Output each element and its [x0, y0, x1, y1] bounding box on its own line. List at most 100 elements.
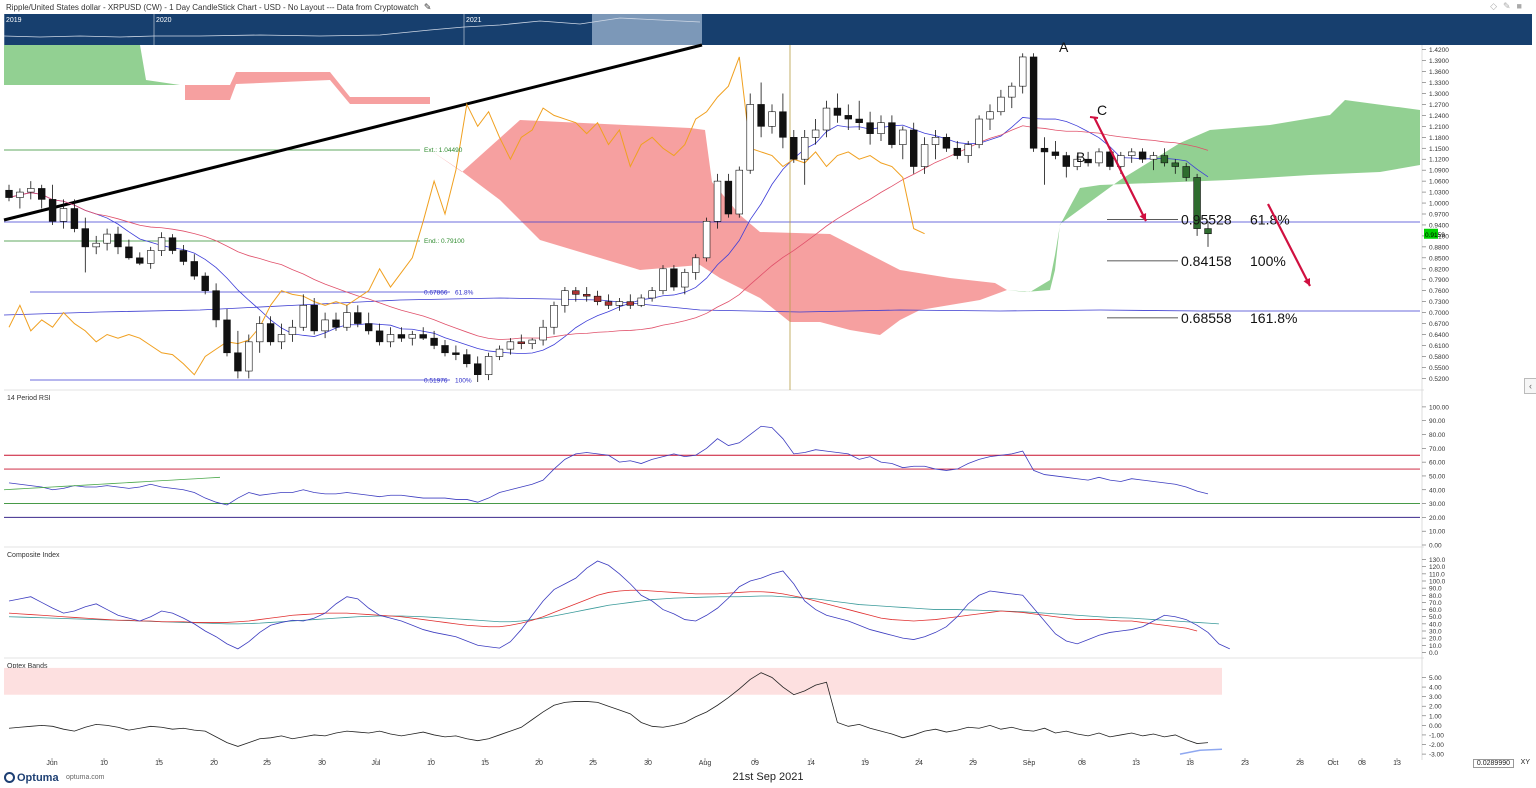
price-axis-label: 0.8200: [1429, 266, 1449, 273]
candlestick-series: [5, 53, 1212, 382]
time-axis-label: 13: [1132, 760, 1140, 767]
composite-panel-title: Composite Index: [7, 552, 60, 559]
axis-label: 50.0: [1429, 614, 1442, 621]
candle-body: [582, 294, 591, 297]
axis-label: 20.0: [1429, 636, 1442, 643]
candle-body: [637, 297, 645, 306]
price-axis-label: 0.5500: [1429, 365, 1449, 372]
candle-body: [713, 180, 722, 222]
candle-body: [430, 337, 438, 346]
trend-line[interactable]: [3, 43, 703, 222]
axis-label: 3.00: [1429, 694, 1442, 701]
time-axis-label: 14: [807, 760, 815, 767]
indicator-lines: [8, 56, 1209, 376]
candle-body: [234, 352, 242, 372]
candle-body: [59, 208, 68, 222]
axis-label: 80.00: [1429, 432, 1446, 439]
axis-label: 0.0: [1429, 650, 1438, 657]
price-axis-label: 0.6100: [1429, 343, 1449, 350]
axis-label: 0.00: [1429, 723, 1442, 730]
time-axis-label: Jun: [46, 760, 57, 767]
pencil-icon[interactable]: ✎: [423, 2, 432, 12]
candle-body: [5, 189, 13, 198]
wave-label: C: [1097, 102, 1107, 118]
candle-body: [1018, 56, 1027, 87]
overview-selection-window[interactable]: [592, 14, 702, 45]
candle-body: [768, 111, 776, 127]
kijun-line: [8, 125, 1209, 340]
overview-navigator[interactable]: 2019 2020 2021: [3, 14, 702, 45]
candle-body: [539, 326, 547, 341]
horizontal-level-line: [3, 297, 1420, 316]
end-label: End.: 0.79100: [424, 238, 465, 245]
axis-label: 4.00: [1429, 685, 1442, 692]
price-axis-label: 1.0600: [1429, 179, 1449, 186]
optex-band: [4, 667, 1222, 695]
candle-body: [844, 115, 853, 120]
axis-label: 40.00: [1429, 487, 1446, 494]
time-axis-label: 10: [427, 760, 435, 767]
time-axis-label: 13: [1393, 760, 1401, 767]
time-axis-label: 09: [751, 760, 759, 767]
axis-label: 0.00: [1429, 543, 1442, 550]
candle-body: [452, 352, 460, 355]
candle-body: [375, 330, 384, 343]
chart-title-text: Ripple/United States dollar - XRPUSD (CW…: [6, 3, 419, 12]
optuma-logo-icon: [4, 772, 15, 783]
axis-label: 10.00: [1429, 529, 1446, 536]
time-axis-label: Aug: [699, 760, 712, 767]
optex-panel: 5.00 4.00 3.00 2.00 1.00 0.00 -1.00 -2.00 -3.00: [4, 667, 1444, 759]
optex-lower-line: [1179, 748, 1223, 755]
panel-frames: [4, 45, 1424, 760]
forecast-arrow-head: [1303, 278, 1310, 286]
price-axis-label: 1.2100: [1429, 124, 1449, 131]
optex-panel-title: Optex Bands: [7, 663, 48, 670]
price-axis-label: 0.9400: [1429, 222, 1449, 229]
candle-body: [942, 137, 951, 149]
axis-label: 100.00: [1429, 404, 1449, 411]
axis-label: 5.00: [1429, 675, 1442, 682]
candle-body: [27, 188, 35, 193]
xy-toggle-button[interactable]: XY: [1520, 759, 1530, 766]
candle-body: [964, 144, 972, 156]
candle-body: [790, 137, 798, 160]
candle-body: [855, 118, 863, 123]
ext-label: Ext.: 1.04490: [424, 147, 463, 154]
time-axis: Jun 10 15 20 25 30 Jul 10 15 20 25 30 Aug 09 14 19 24 29 S…: [46, 758, 1401, 767]
chart-date: 21st Sep 2021: [732, 771, 804, 783]
candle-body: [1029, 56, 1038, 149]
window-controls[interactable]: ◇✎■: [1490, 1, 1528, 11]
axis-label: 1.00: [1429, 713, 1442, 720]
candle-body: [975, 118, 983, 145]
time-axis-label: 10: [100, 760, 108, 767]
price-axis-label: 0.9700: [1429, 212, 1449, 219]
price-axis-label: 1.3600: [1429, 69, 1449, 76]
price-axis-label: 1.0900: [1429, 168, 1449, 175]
candle-body: [179, 250, 188, 262]
fib-level-percent: 100%: [1250, 253, 1286, 269]
candle-body: [136, 257, 144, 264]
composite-line: [8, 560, 1230, 650]
price-axis-label: 1.3300: [1429, 80, 1449, 87]
optex-line: [8, 672, 1209, 747]
rsi-panel: 100.00 90.00 80.00 70.00 60.00 50.00 40.00 30.0…: [3, 404, 1449, 550]
fib-small-value: 0.67866: [424, 290, 448, 297]
candle-body: [561, 290, 569, 306]
price-axis-label: 0.5200: [1429, 376, 1449, 383]
candle-body: [986, 111, 994, 120]
fib-level-percent: 61.8%: [1250, 211, 1290, 227]
time-axis-label: 20: [210, 760, 218, 767]
candle-body: [1095, 151, 1103, 164]
candle-body: [866, 122, 874, 134]
candle-body: [724, 180, 733, 215]
candle-body: [463, 354, 471, 365]
candle-body: [103, 233, 111, 244]
price-axis-label: 1.1800: [1429, 135, 1449, 142]
collapse-panel-button[interactable]: ‹: [1524, 378, 1536, 394]
axis-label: 110.0: [1429, 571, 1445, 578]
fib-level-value: 0.84158: [1181, 253, 1232, 269]
candle-body: [343, 312, 351, 328]
candle-body: [648, 290, 656, 299]
candle-body: [1051, 151, 1060, 156]
composite-panel: 130.0120.0110.0100.090.080.070.060.050.0…: [8, 557, 1446, 657]
